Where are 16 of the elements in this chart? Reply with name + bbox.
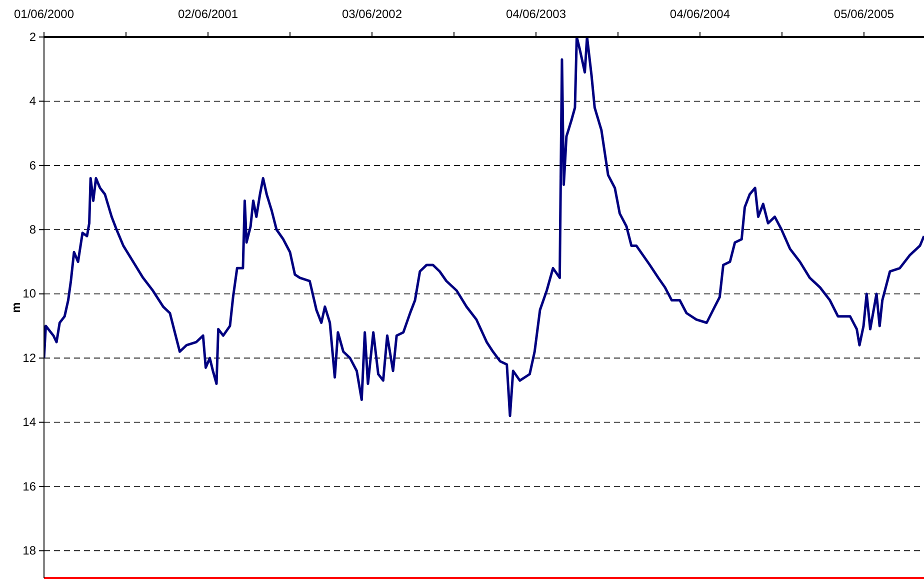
y-tick-label: 6 [29, 158, 36, 172]
y-tick-label: 8 [29, 222, 36, 236]
y-tick-label: 2 [29, 30, 36, 44]
y-tick-label: 16 [22, 479, 36, 494]
y-tick-label: 10 [22, 286, 36, 301]
y-axis-title: m [9, 302, 23, 313]
x-tick-label: 03/06/2002 [342, 7, 402, 22]
x-tick-label: 04/06/2003 [506, 7, 566, 22]
x-tick-label: 04/06/2004 [670, 7, 730, 22]
x-tick-label: 05/06/2005 [834, 7, 894, 22]
y-tick-label: 4 [29, 94, 36, 108]
x-tick-label: 01/06/2000 [14, 7, 74, 22]
y-tick-label: 14 [22, 415, 36, 430]
y-tick-label: 12 [22, 350, 36, 365]
x-tick-label: 02/06/2001 [178, 7, 238, 22]
y-tick-label: 18 [22, 544, 36, 558]
